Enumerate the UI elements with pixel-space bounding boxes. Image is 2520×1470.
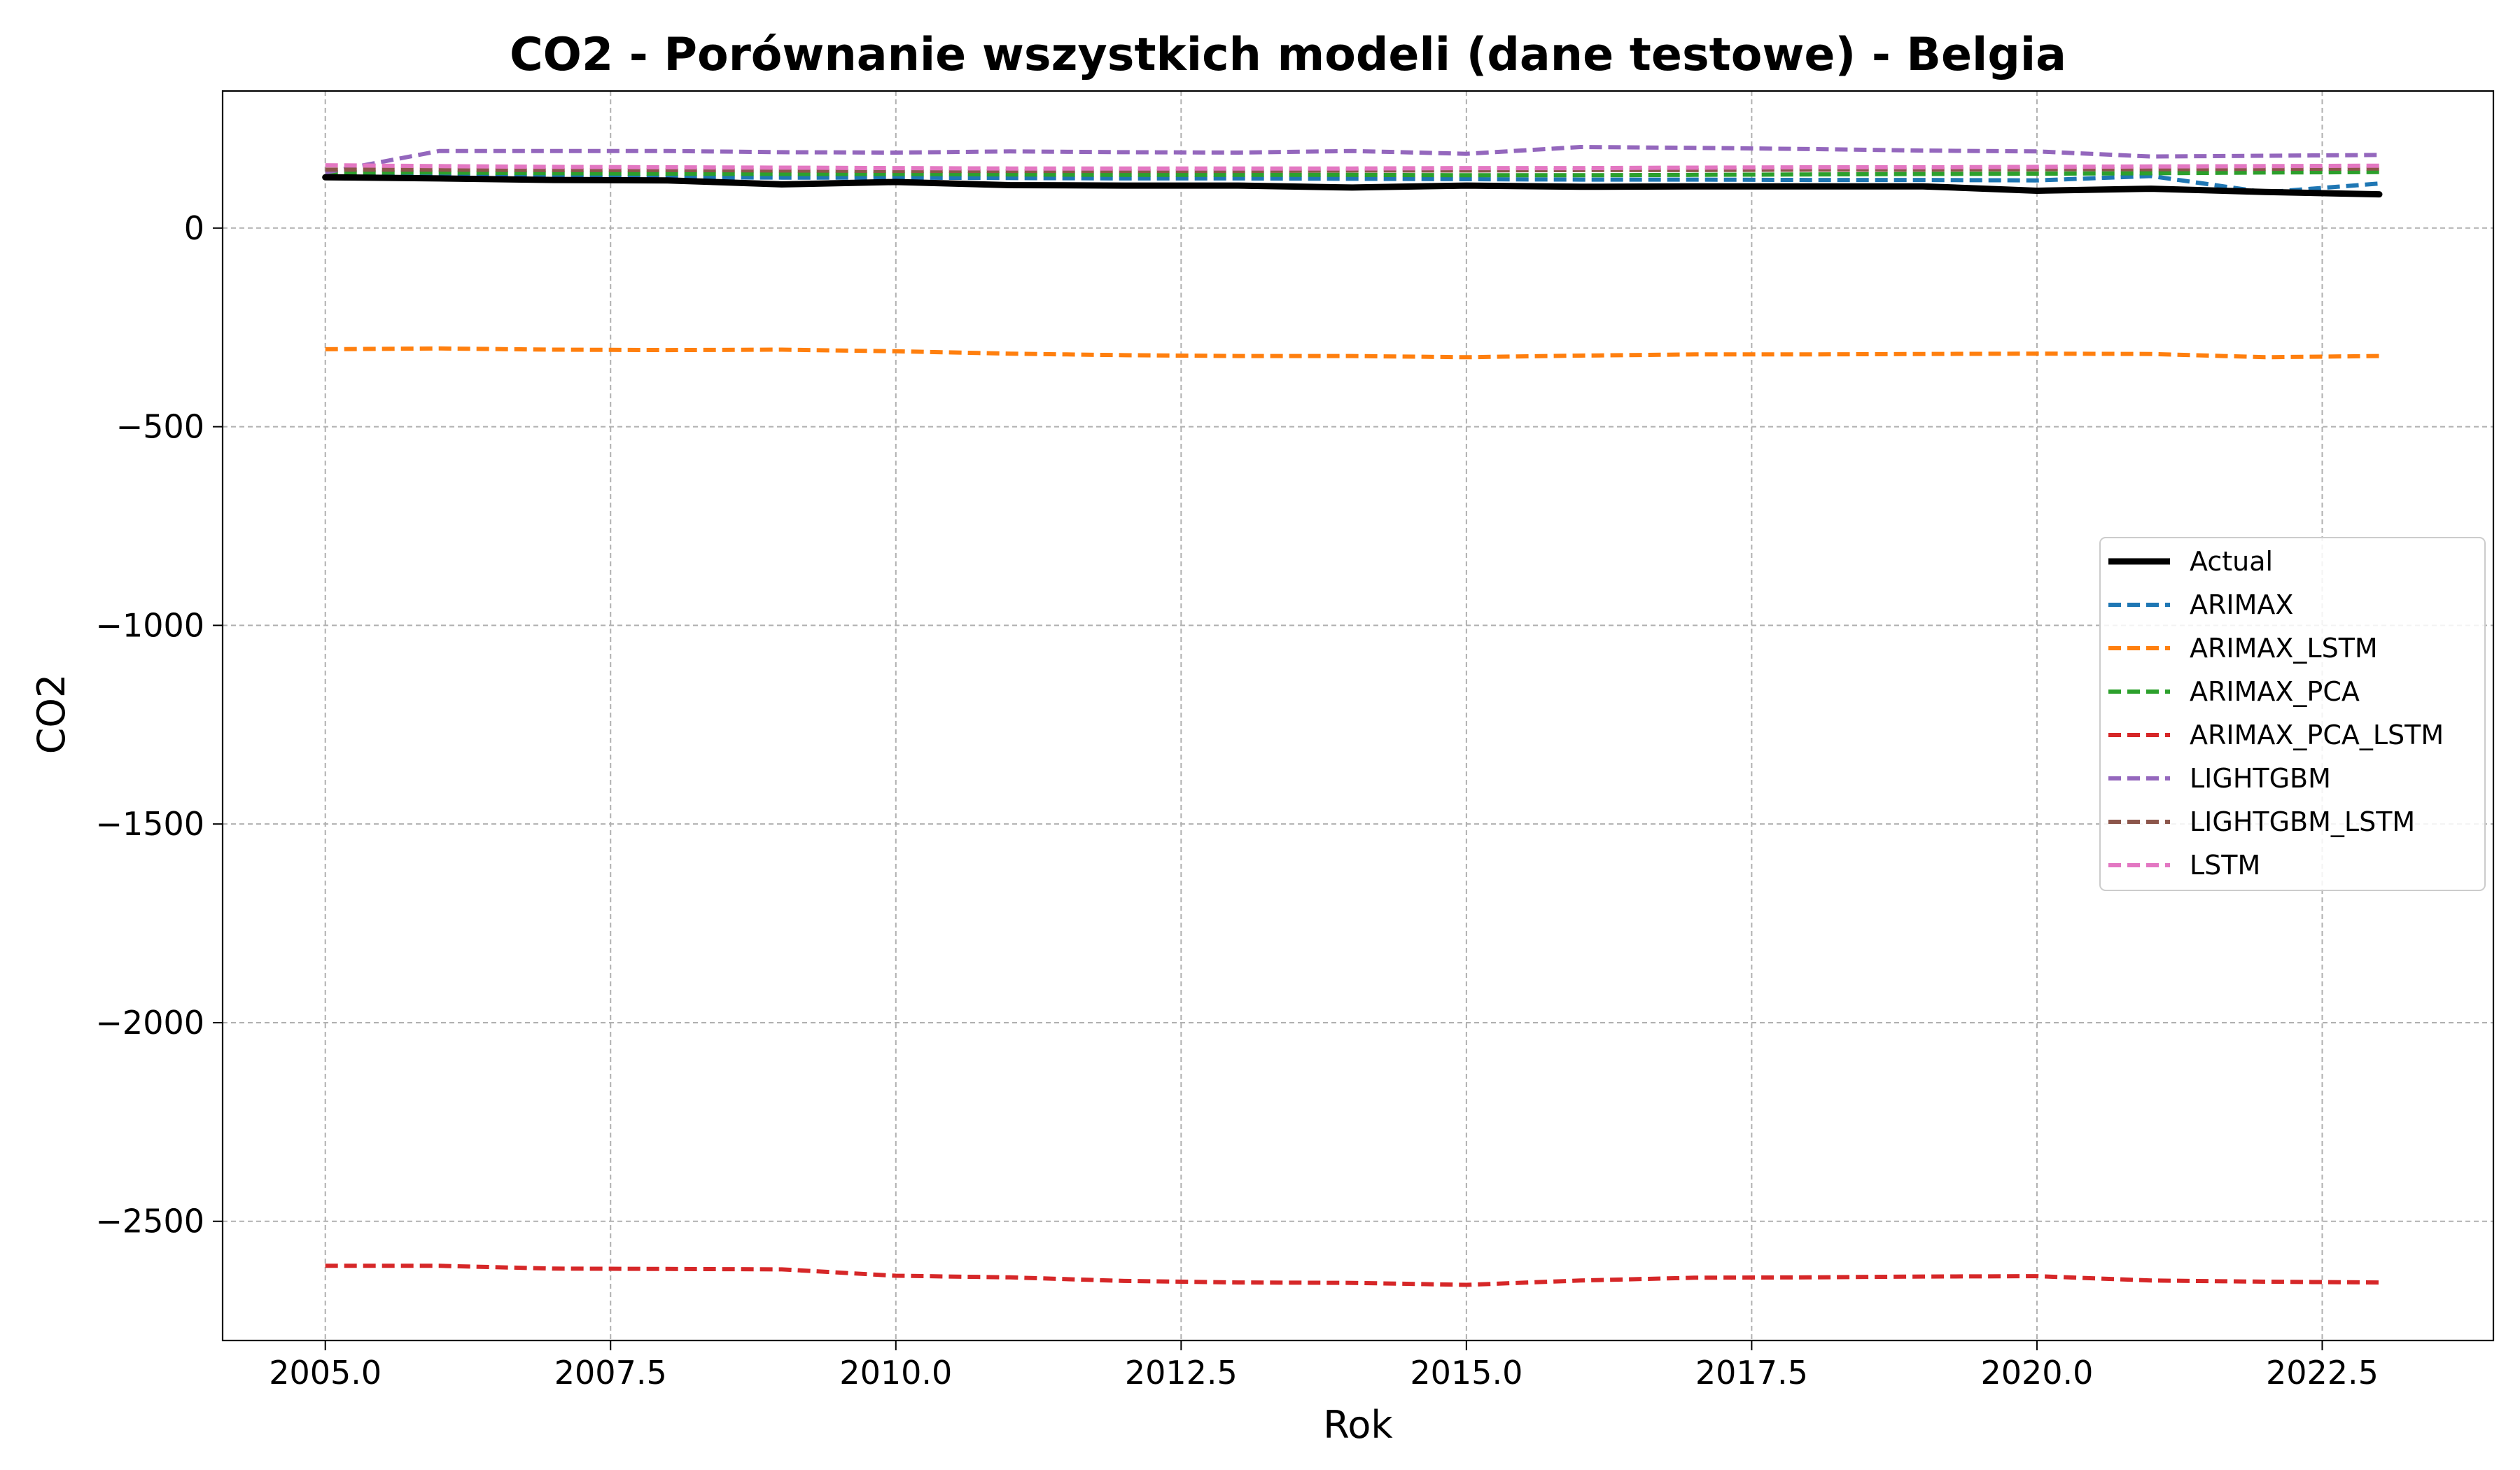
legend-label: ARIMAX bbox=[2190, 589, 2293, 620]
x-tick-label: 2010.0 bbox=[839, 1354, 952, 1392]
x-tick-label: 2022.5 bbox=[2266, 1354, 2379, 1392]
y-tick-label: 0 bbox=[184, 209, 204, 247]
axis-ticks: 2005.0 2007.5 2010.0 2012.5 2015.0 2017.5 2020… bbox=[95, 209, 2379, 1392]
series-line-lstm bbox=[325, 163, 2380, 171]
legend-label: Actual bbox=[2190, 546, 2273, 577]
legend: Actual ARIMAX ARIMAX_LSTM ARIMAX_PCA ARIMAX_… bbox=[2099, 537, 2486, 891]
x-tick-label: 2007.5 bbox=[554, 1354, 667, 1392]
y-tick-label: −2500 bbox=[95, 1203, 204, 1240]
chart-title: CO2 - Porównanie wszystkich modeli (dane… bbox=[510, 29, 2066, 81]
legend-label: LIGHTGBM_LSTM bbox=[2190, 806, 2415, 837]
x-tick-label: 2005.0 bbox=[269, 1354, 382, 1392]
x-tick-label: 2015.0 bbox=[1410, 1354, 1522, 1392]
series-line-arimax-pca bbox=[325, 169, 2380, 178]
legend-label: ARIMAX_LSTM bbox=[2190, 633, 2378, 664]
plot-frame bbox=[221, 90, 2495, 1342]
series-line-actual bbox=[322, 174, 2383, 198]
y-tick-label: −2000 bbox=[95, 1004, 204, 1042]
legend-label: LIGHTGBM bbox=[2190, 763, 2331, 794]
x-axis-label: Rok bbox=[1323, 1403, 1393, 1447]
y-tick-label: −500 bbox=[116, 408, 204, 446]
legend-label: ARIMAX_PCA bbox=[2190, 676, 2360, 707]
y-tick-label: −1000 bbox=[95, 606, 204, 644]
legend-label: LSTM bbox=[2190, 850, 2260, 881]
series-lines bbox=[322, 145, 2383, 1287]
series-line-arimax-lstm bbox=[325, 346, 2380, 360]
y-axis-label: CO2 bbox=[29, 674, 74, 755]
x-tick-label: 2017.5 bbox=[1695, 1354, 1808, 1392]
x-tick-label: 2012.5 bbox=[1125, 1354, 1238, 1392]
legend-label: ARIMAX_PCA_LSTM bbox=[2190, 720, 2444, 750]
series-line-lightgbm bbox=[325, 145, 2380, 175]
y-tick-label: −1500 bbox=[95, 805, 204, 843]
series-line-arimax-pca-lstm bbox=[325, 1264, 2380, 1287]
legend-box bbox=[2099, 537, 2486, 891]
x-tick-label: 2020.0 bbox=[1980, 1354, 2093, 1392]
